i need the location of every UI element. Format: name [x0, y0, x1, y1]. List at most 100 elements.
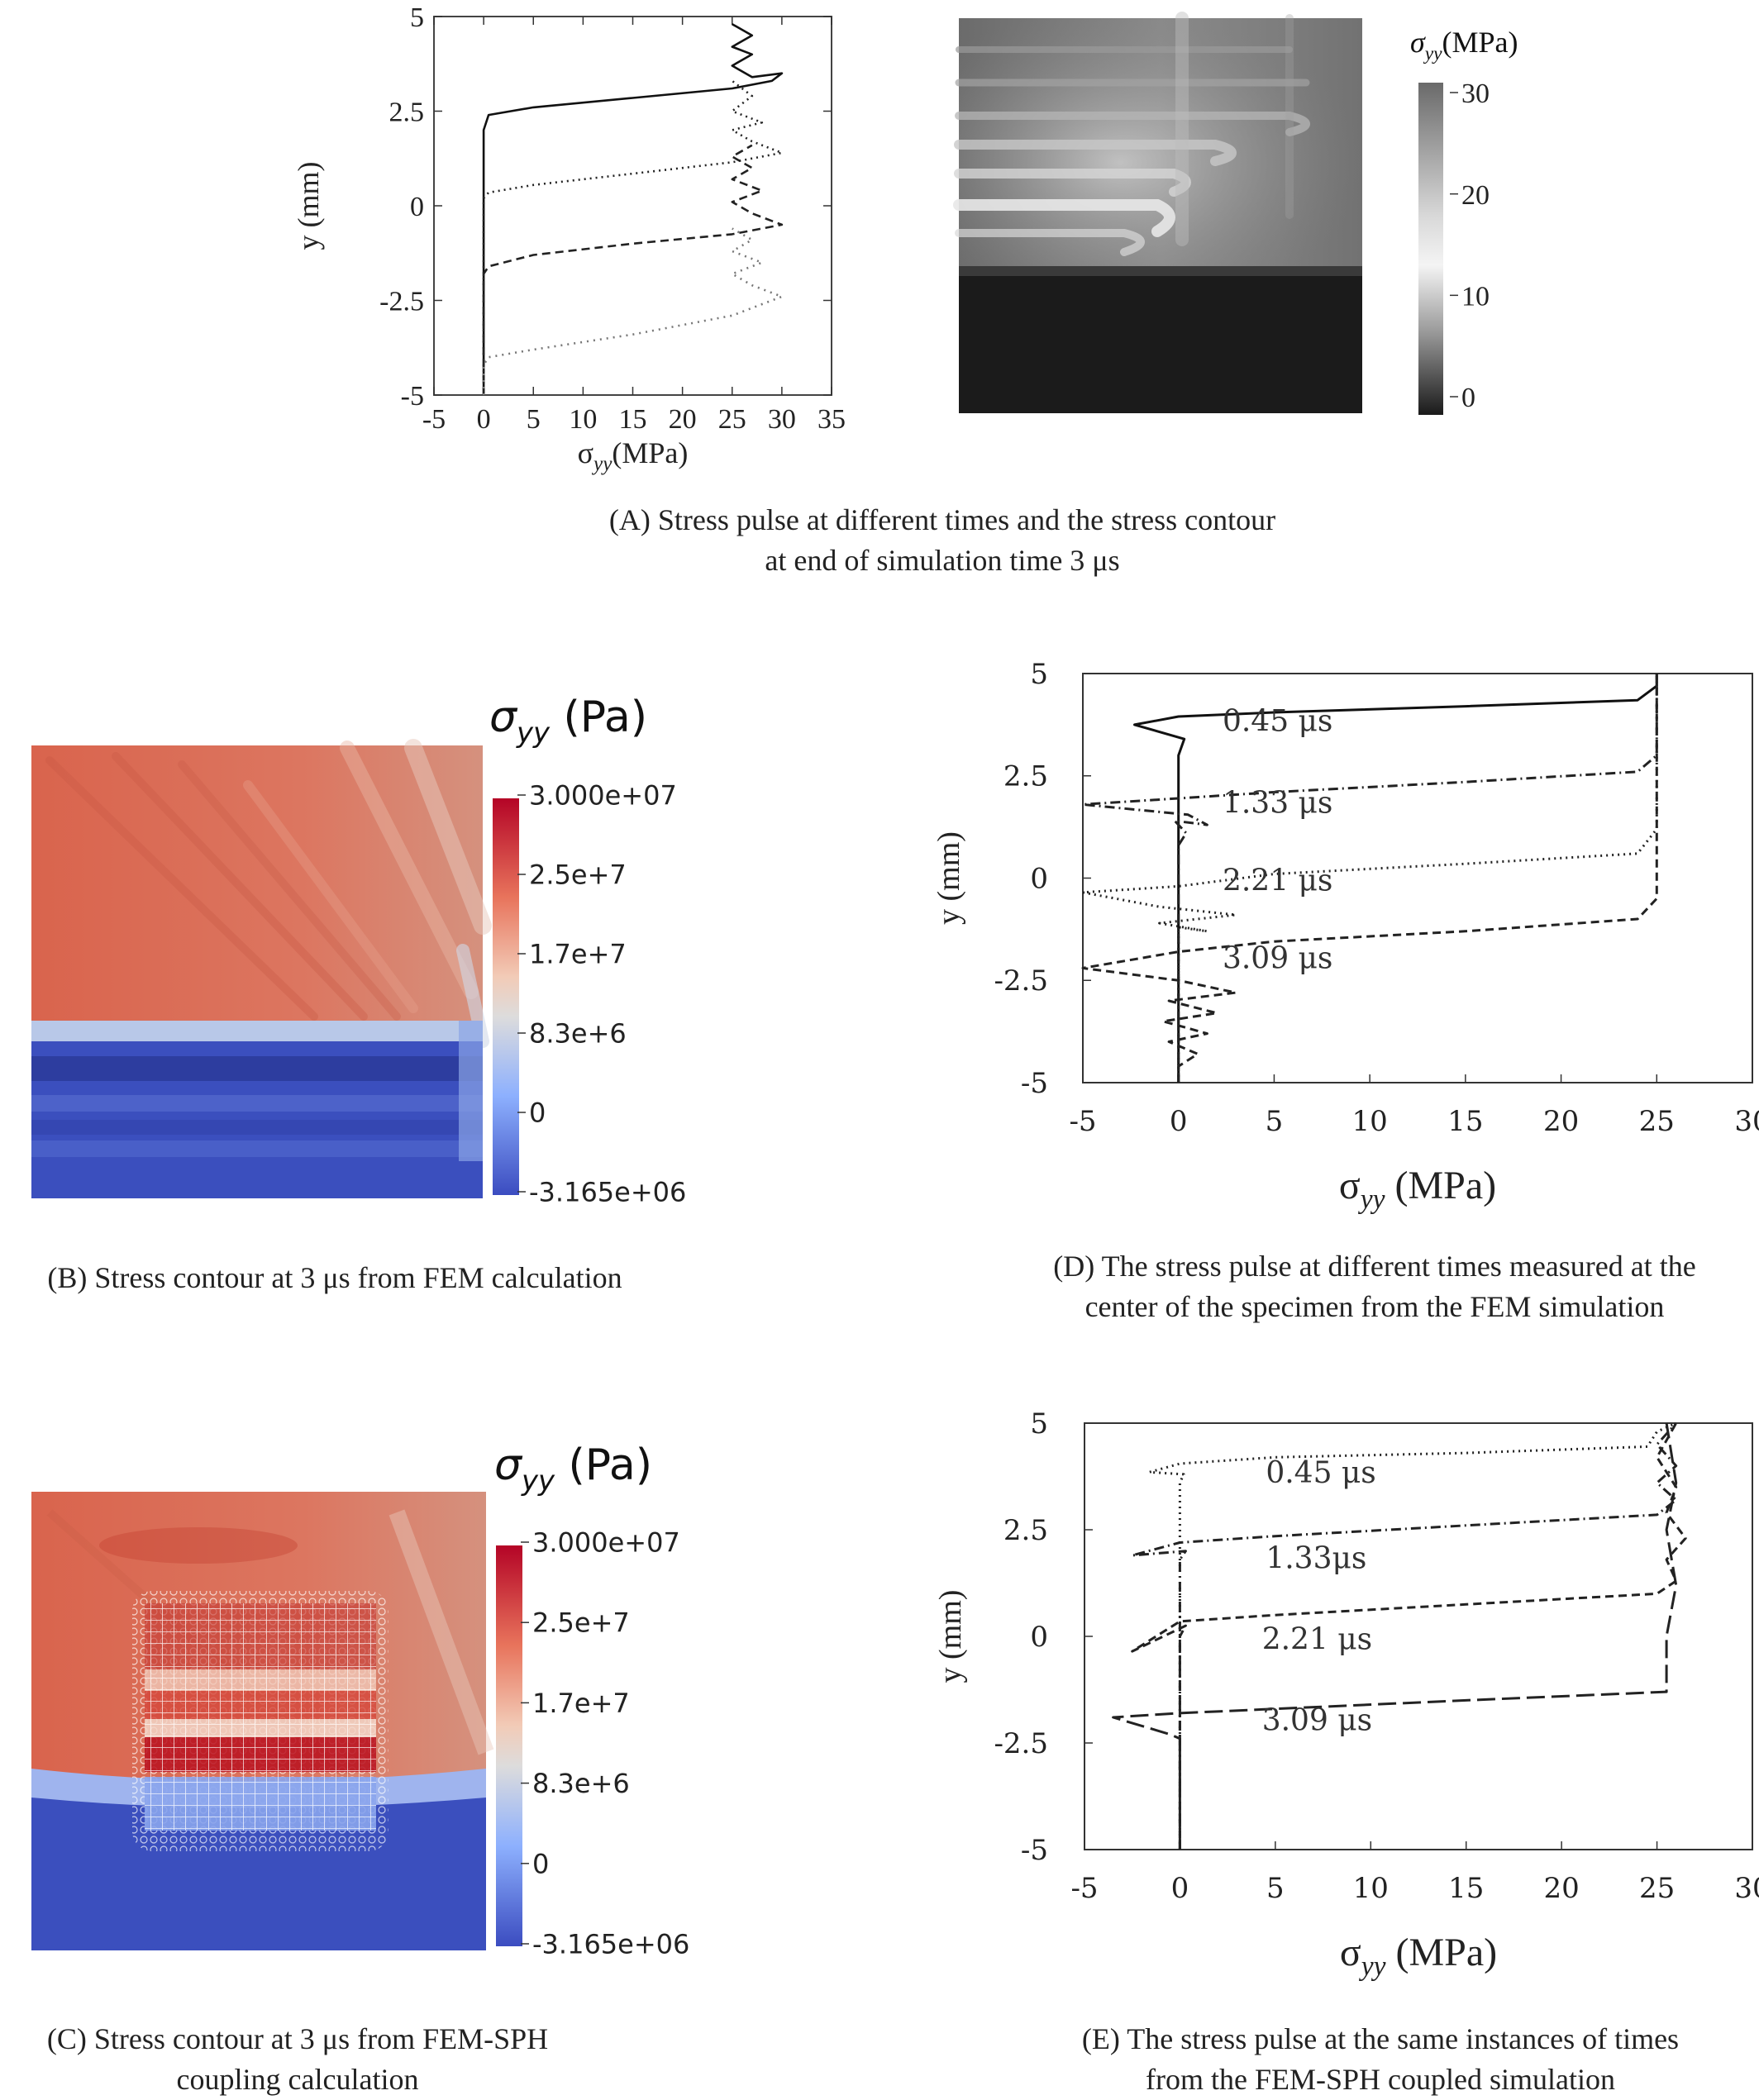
colorbar-tick-label-A: 10 [1461, 282, 1490, 312]
series-line-2 [482, 79, 784, 395]
y-tick-label: 5 [1030, 1407, 1048, 1440]
colorbar-tick-label-C: -3.165e+06 [532, 1929, 689, 1960]
series-line-4 [482, 227, 784, 395]
x-tick-label: 10 [569, 404, 597, 435]
panel-b-contour [31, 739, 492, 1198]
series-annotation: 0.45 μs [1266, 1456, 1375, 1490]
series-annotation: 1.33μs [1266, 1541, 1366, 1575]
y-tick-label: 0 [410, 192, 424, 222]
x-axis-label: σyy(MPa) [578, 436, 689, 475]
series-line-1 [1148, 1421, 1677, 1850]
y-tick-label: 0 [1030, 862, 1048, 895]
panel-c-colorbar [496, 1545, 522, 1946]
x-axis-label: σyy (MPa) [1339, 1164, 1496, 1215]
colorbar-tick-label-C: 1.7e+7 [532, 1688, 630, 1719]
plot-frame-E [1084, 1422, 1753, 1850]
x-tick-label: 25 [1639, 1105, 1675, 1138]
colorbar-tick-label-B: 1.7e+7 [529, 939, 627, 970]
series-line-3 [1131, 1422, 1687, 1850]
colorbar-tick-label-B: 8.3e+6 [529, 1018, 627, 1050]
x-tick-label: 20 [1543, 1105, 1579, 1138]
x-tick-label: 0 [477, 404, 491, 435]
y-tick-label: -5 [401, 381, 424, 412]
panel-b-colorbar [493, 798, 519, 1195]
series-line-2 [1131, 1421, 1678, 1850]
colorbar-tick-label-A: 0 [1461, 383, 1475, 413]
colorbar-tick-label-A: 20 [1461, 180, 1490, 211]
series-line-1 [1133, 674, 1658, 1083]
x-tick-label: 0 [1170, 1105, 1188, 1138]
x-tick-label: 25 [718, 404, 746, 435]
colorbar-tick-label-C: 2.5e+7 [532, 1607, 630, 1639]
colorbar-tick-label-C: 0 [532, 1848, 549, 1879]
y-tick-label: -2.5 [379, 286, 424, 317]
panel-c-contour [31, 1492, 494, 1950]
panel-c-caption-line1: (C) Stress contour at 3 μs from FEM-SPH [46, 2022, 549, 2055]
x-axis-label: σyy (MPa) [1340, 1931, 1497, 1982]
y-tick-label: 0 [1030, 1621, 1048, 1654]
x-tick-label: 15 [619, 404, 647, 435]
x-tick-label: 15 [1448, 1872, 1484, 1905]
x-tick-label: 10 [1352, 1105, 1388, 1138]
colorbar-tick-label-B: 0 [529, 1098, 546, 1129]
y-tick-label: 5 [1030, 658, 1048, 691]
x-tick-label: -5 [1070, 1872, 1098, 1905]
colorbar-tick-label-C: 3.000e+07 [532, 1527, 680, 1559]
x-tick-label: 20 [1544, 1872, 1580, 1905]
plot-frame-A [433, 16, 832, 396]
series-annotation: 3.09 μs [1262, 1704, 1372, 1738]
series-line-3 [482, 144, 784, 395]
colorbar-tick-label-C: 8.3e+6 [532, 1768, 630, 1799]
y-axis-label: y (mm) [933, 1590, 968, 1683]
x-tick-label: 30 [768, 404, 796, 435]
y-tick-label: -5 [1021, 1067, 1048, 1100]
panel-d-caption: (D) The stress pulse at different times … [992, 1246, 1757, 1327]
x-tick-label: 5 [1266, 1872, 1285, 1905]
panel-e-caption: (E) The stress pulse at the same instanc… [1017, 2019, 1744, 2100]
x-tick-label: 10 [1353, 1872, 1389, 1905]
panel-a-caption-line1: (A) Stress pulse at different times and … [608, 503, 1276, 536]
y-tick-label: 2.5 [1003, 760, 1048, 793]
panel-d-caption-line1: (D) The stress pulse at different times … [1053, 1250, 1696, 1283]
panel-b-caption-line1: (B) Stress contour at 3 μs from FEM calc… [47, 1261, 622, 1294]
y-axis-label: y (mm) [292, 162, 325, 250]
colorbar-tick-label-B: -3.165e+06 [529, 1177, 686, 1208]
x-tick-label: 5 [527, 404, 541, 435]
panel-a-caption-line2: at end of simulation time 3 μs [765, 544, 1120, 577]
y-tick-label: -2.5 [994, 964, 1048, 998]
x-tick-label: 0 [1171, 1872, 1189, 1905]
y-tick-label: 5 [410, 2, 424, 33]
series-annotation: 3.09 μs [1223, 941, 1332, 975]
colorbar-title-A: σyy(MPa) [1410, 26, 1518, 64]
panel-a-caption: (A) Stress pulse at different times and … [463, 500, 1422, 581]
y-tick-label: 2.5 [1003, 1514, 1048, 1547]
series-line-4 [1112, 1422, 1678, 1850]
panel-c-caption: (C) Stress contour at 3 μs from FEM-SPH … [0, 2019, 595, 2100]
panel-e-caption-line1: (E) The stress pulse at the same instanc… [1081, 2022, 1680, 2055]
y-tick-label: -5 [1021, 1834, 1048, 1867]
panel-d-caption-line2: center of the specimen from the FEM simu… [1084, 1290, 1665, 1323]
x-tick-label: 30 [1734, 1872, 1759, 1905]
series-line-1 [482, 23, 784, 395]
panel-a-contour [953, 12, 1362, 413]
series-annotation: 2.21 μs [1223, 864, 1332, 898]
series-line-4 [1081, 674, 1658, 1083]
y-tick-label: 2.5 [389, 97, 425, 127]
colorbar-title-C: σyy (Pa) [494, 1440, 652, 1497]
x-tick-label: 30 [1734, 1105, 1759, 1138]
panel-e-caption-line2: from the FEM-SPH coupled simulation [1146, 2063, 1615, 2096]
x-tick-label: 25 [1639, 1872, 1675, 1905]
series-annotation: 1.33 μs [1223, 786, 1332, 820]
y-tick-label: -2.5 [994, 1727, 1048, 1760]
panel-a-colorbar [1418, 83, 1443, 415]
x-tick-label: 15 [1447, 1105, 1483, 1138]
colorbar-tick-label-B: 3.000e+07 [529, 780, 677, 812]
colorbar-tick-label-B: 2.5e+7 [529, 860, 627, 891]
panel-b-caption: (B) Stress contour at 3 μs from FEM calc… [0, 1258, 670, 1298]
series-annotation: 0.45 μs [1223, 704, 1332, 738]
x-tick-label: -5 [422, 404, 446, 435]
colorbar-title-B: σyy (Pa) [489, 693, 647, 749]
x-tick-label: 5 [1266, 1105, 1284, 1138]
x-tick-label: 35 [818, 404, 846, 435]
